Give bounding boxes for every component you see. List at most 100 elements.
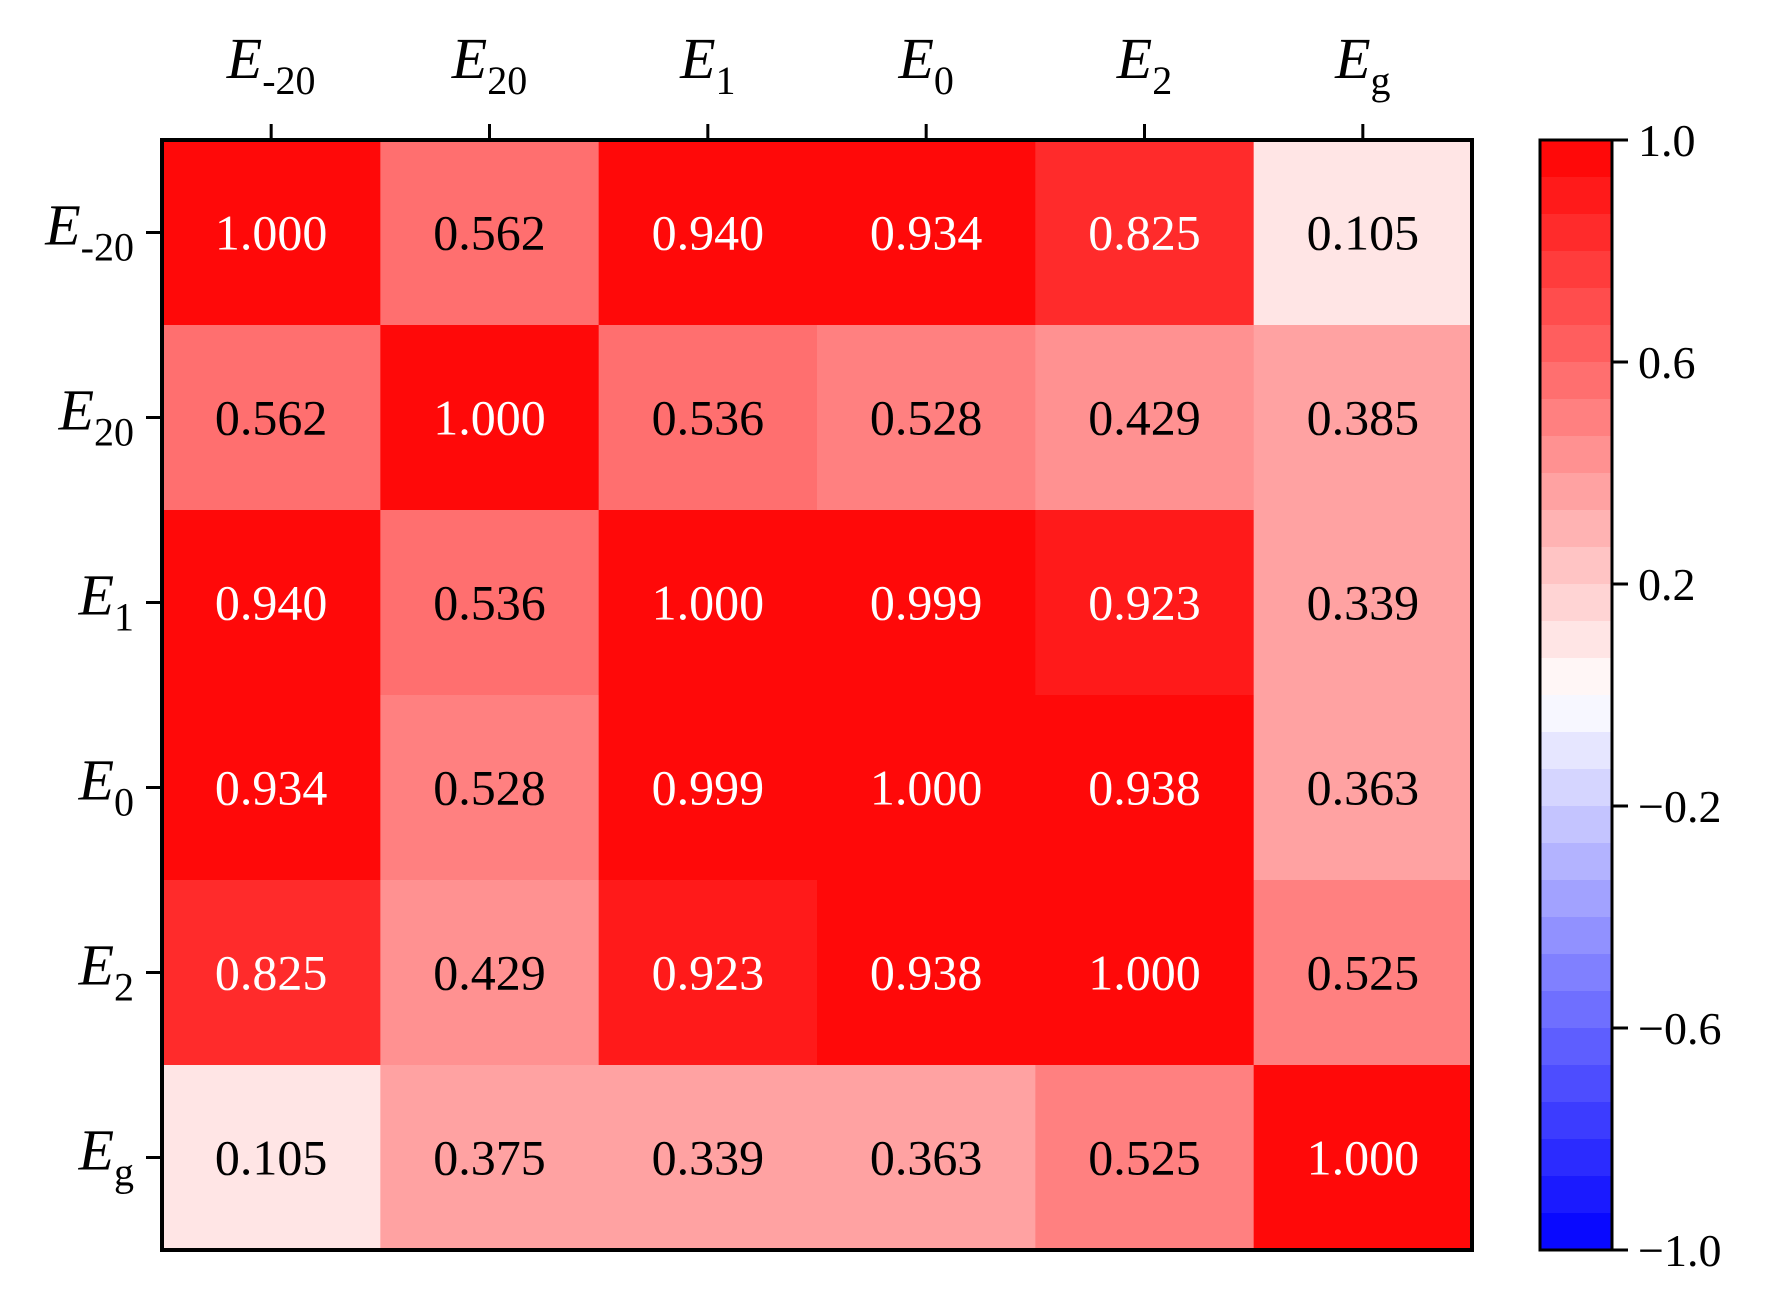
colorbar-band bbox=[1540, 584, 1612, 622]
heatmap-cell bbox=[162, 140, 381, 326]
colorbar-band bbox=[1540, 140, 1612, 178]
colorbar-frame bbox=[1538, 138, 1614, 1252]
cell-value-label: 0.385 bbox=[1307, 390, 1420, 446]
axis-label-main: E bbox=[451, 26, 487, 91]
y-tick-label: E0 bbox=[78, 748, 134, 825]
heatmap-cell bbox=[162, 1065, 381, 1251]
colorbar-tick-label: −0.2 bbox=[1638, 781, 1721, 832]
colorbar-band bbox=[1540, 214, 1612, 252]
colorbar-band bbox=[1540, 880, 1612, 918]
heatmap-cell bbox=[1035, 140, 1255, 326]
x-tick-label: Eg bbox=[1334, 26, 1390, 103]
y-tick-label: E2 bbox=[78, 933, 134, 1010]
heatmap-cell bbox=[1035, 1065, 1255, 1251]
cell-value-label: 0.923 bbox=[652, 945, 765, 1001]
cell-value-label: 1.000 bbox=[215, 205, 328, 261]
colorbar-band bbox=[1540, 362, 1612, 400]
colorbar-band bbox=[1540, 1176, 1612, 1214]
colorbar-band bbox=[1540, 325, 1612, 363]
colorbar-tick-label: −0.6 bbox=[1638, 1003, 1721, 1054]
cell-value-label: 0.934 bbox=[215, 760, 328, 816]
colorbar-band bbox=[1540, 1065, 1612, 1103]
cell-value-label: 0.363 bbox=[870, 1130, 983, 1186]
cell-value-label: 0.105 bbox=[215, 1130, 328, 1186]
axis-label-main: E bbox=[78, 933, 114, 998]
axis-label-subscript: 2 bbox=[114, 965, 134, 1010]
colorbar-band bbox=[1540, 1213, 1612, 1251]
heatmap-cell bbox=[380, 140, 600, 326]
colorbar-band bbox=[1540, 251, 1612, 289]
cell-value-label: 0.525 bbox=[1088, 1130, 1201, 1186]
heatmap-cell bbox=[380, 325, 600, 511]
y-tick-label: Eg bbox=[78, 1118, 134, 1195]
heatmap-cell bbox=[598, 880, 818, 1066]
cell-value-label: 0.940 bbox=[652, 205, 765, 261]
heatmap-cell bbox=[380, 1065, 600, 1251]
axis-label-main: E bbox=[226, 26, 262, 91]
heatmap-cell bbox=[598, 695, 818, 881]
axis-label-subscript: 20 bbox=[94, 410, 134, 455]
colorbar-band bbox=[1540, 1102, 1612, 1140]
heatmap-cell bbox=[162, 695, 381, 881]
heatmap-cell bbox=[1253, 325, 1473, 511]
axis-label-subscript: 1 bbox=[114, 595, 134, 640]
axis-label-main: E bbox=[1334, 26, 1370, 91]
x-tick-label: E-20 bbox=[226, 26, 316, 103]
heatmap-cell bbox=[1035, 510, 1255, 696]
colorbar-band bbox=[1540, 658, 1612, 696]
cell-value-label: 0.528 bbox=[433, 760, 546, 816]
y-tick-label: E20 bbox=[58, 378, 134, 455]
heatmap-cell bbox=[1253, 880, 1473, 1066]
heatmap-cell bbox=[162, 325, 381, 511]
heatmap-cell bbox=[1253, 140, 1473, 326]
cell-value-label: 0.105 bbox=[1307, 205, 1420, 261]
colorbar-band bbox=[1540, 806, 1612, 844]
colorbar-tick-label: 1.0 bbox=[1638, 115, 1696, 166]
cell-value-label: 0.536 bbox=[652, 390, 765, 446]
heatmap-cell bbox=[1035, 325, 1255, 511]
y-tick-label: E1 bbox=[78, 563, 134, 640]
colorbar-tick-label: 0.2 bbox=[1638, 559, 1696, 610]
plot-frame bbox=[160, 138, 1474, 1252]
heatmap-cell bbox=[380, 880, 600, 1066]
axis-label-main: E bbox=[44, 193, 80, 258]
colorbar-band bbox=[1540, 1139, 1612, 1177]
cell-value-label: 0.525 bbox=[1307, 945, 1420, 1001]
colorbar-band bbox=[1540, 547, 1612, 585]
cell-value-label: 1.000 bbox=[1307, 1130, 1420, 1186]
colorbar-ticks: 1.0 0.6 0.2 −0.2 −0.6 −1.0 bbox=[1612, 115, 1721, 1276]
colorbar-band bbox=[1540, 436, 1612, 474]
heatmap-cell-labels: 1.000 0.562 0.940 0.934 0.825 0.105 0.562 1.000… bbox=[215, 205, 1419, 1186]
colorbar-band bbox=[1540, 695, 1612, 733]
cell-value-label: 0.562 bbox=[215, 390, 328, 446]
heatmap-cell bbox=[162, 510, 381, 696]
colorbar-band bbox=[1540, 769, 1612, 807]
cell-value-label: 0.339 bbox=[652, 1130, 765, 1186]
axis-label-main: E bbox=[58, 378, 94, 443]
colorbar-band bbox=[1540, 399, 1612, 437]
heatmap-cell bbox=[162, 880, 381, 1066]
colorbar-band bbox=[1540, 843, 1612, 881]
colorbar-band bbox=[1540, 510, 1612, 548]
cell-value-label: 1.000 bbox=[433, 390, 546, 446]
axis-label-subscript: 1 bbox=[716, 58, 736, 103]
x-tick-label: E2 bbox=[1116, 26, 1172, 103]
colorbar-band bbox=[1540, 177, 1612, 215]
colorbar-band bbox=[1540, 288, 1612, 326]
heatmap-cells bbox=[162, 140, 1473, 1251]
heatmap-cell bbox=[380, 695, 600, 881]
axis-label-subscript: -20 bbox=[81, 225, 134, 270]
cell-value-label: 0.363 bbox=[1307, 760, 1420, 816]
axis-label-main: E bbox=[679, 26, 715, 91]
heatmap-cell bbox=[817, 140, 1036, 326]
x-tick-label: E1 bbox=[679, 26, 735, 103]
axis-label-main: E bbox=[78, 748, 114, 813]
colorbar-tick-label: −1.0 bbox=[1638, 1225, 1721, 1276]
heatmap-cell bbox=[598, 140, 818, 326]
colorbar-band bbox=[1540, 991, 1612, 1029]
cell-value-label: 0.562 bbox=[433, 205, 546, 261]
cell-value-label: 0.825 bbox=[1088, 205, 1201, 261]
cell-value-label: 0.999 bbox=[652, 760, 765, 816]
